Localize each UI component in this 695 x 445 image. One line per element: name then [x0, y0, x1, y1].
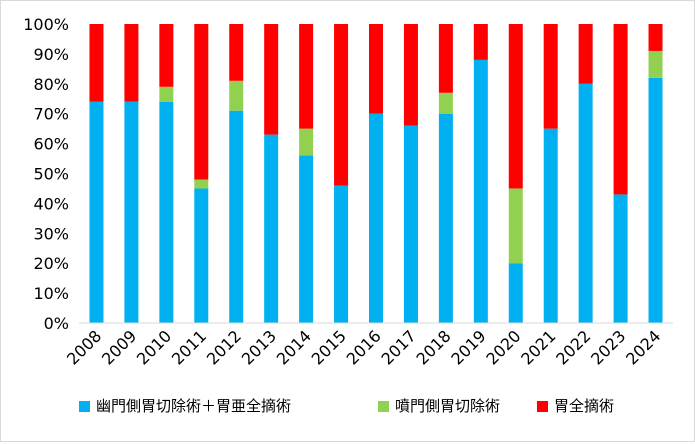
bar-segment-3-2014: [299, 24, 314, 129]
x-tick-label: 2017: [378, 326, 420, 368]
bar-segment-3-2010: [159, 24, 174, 87]
bar-segment-1-2011: [194, 188, 209, 323]
bar-segment-3-2013: [264, 24, 279, 135]
y-axis: 0% 10% 20% 30% 40% 50% 60% 70% 80% 90% 100%: [23, 15, 69, 333]
bar-segment-3-2008: [89, 24, 104, 102]
x-axis: 2008200920102011201220132014201520162017…: [63, 322, 673, 369]
bar-segment-1-2014: [299, 155, 314, 323]
legend-label-3: 胃全摘術: [554, 397, 614, 415]
x-tick-label: 2024: [622, 326, 664, 368]
bar-segment-3-2018: [438, 24, 453, 93]
bar-segment-1-2008: [89, 101, 104, 324]
bar-segment-1-2016: [369, 113, 383, 323]
y-tick-label: 70%: [33, 105, 69, 124]
bar-segment-2-2024: [648, 50, 663, 78]
x-tick-label: 2018: [412, 326, 454, 368]
bar-segment-3-2015: [334, 24, 349, 186]
bar-segment-2-2011: [194, 179, 209, 189]
y-tick-label: 80%: [33, 75, 69, 94]
bar-segment-1-2020: [508, 263, 523, 323]
bar-segment-2-2020: [508, 188, 523, 264]
bar-segment-2-2018: [438, 92, 453, 114]
x-tick-label: 2021: [517, 326, 559, 368]
bar-segment-1-2013: [264, 134, 279, 323]
x-tick-label: 2011: [168, 326, 210, 368]
legend: 幽門側胃切除術＋胃亜全摘術 噴門側胃切除術 胃全摘術: [79, 397, 614, 415]
bars: [89, 24, 663, 324]
bar-segment-1-2017: [403, 125, 418, 323]
x-tick-label: 2023: [587, 326, 629, 368]
bar-segment-1-2023: [613, 194, 628, 323]
bar-segment-2-2012: [229, 80, 244, 111]
y-tick-label: 60%: [33, 135, 69, 154]
bar-segment-3-2024: [648, 24, 663, 51]
x-tick-label: 2016: [343, 326, 385, 368]
bar-segment-1-2022: [578, 83, 593, 323]
y-tick-label: 20%: [33, 254, 69, 273]
bar-segment-3-2012: [229, 24, 244, 81]
bar-segment-3-2021: [543, 24, 558, 129]
bar-segment-3-2011: [194, 24, 209, 180]
legend-label-1: 幽門側胃切除術＋胃亜全摘術: [96, 397, 291, 415]
x-tick-label: 2013: [238, 326, 280, 368]
bar-segment-1-2010: [159, 101, 174, 324]
x-tick-label: 2014: [273, 326, 315, 368]
x-tick-label: 2019: [447, 326, 489, 368]
bar-segment-3-2022: [578, 24, 593, 84]
y-tick-label: 90%: [33, 45, 69, 64]
x-tick-label: 2008: [63, 326, 105, 368]
x-tick-label: 2015: [308, 326, 350, 368]
y-tick-label: 100%: [23, 15, 69, 34]
x-tick-label: 2022: [552, 326, 594, 368]
bar-segment-3-2009: [124, 24, 139, 102]
x-tick-label: 2012: [203, 326, 245, 368]
bar-segment-1-2015: [334, 185, 349, 323]
bar-segment-3-2020: [508, 24, 523, 189]
bar-segment-1-2021: [543, 128, 558, 323]
x-tick-label: 2010: [133, 326, 175, 368]
legend-label-2: 噴門側胃切除術: [395, 397, 500, 415]
bar-segment-1-2012: [229, 110, 244, 324]
bar-segment-1-2009: [124, 101, 139, 324]
bar-segment-1-2024: [648, 77, 663, 323]
bar-segment-3-2023: [613, 24, 628, 195]
x-tick-label: 2009: [98, 326, 140, 368]
y-tick-label: 30%: [33, 224, 69, 243]
legend-swatch-3: [537, 401, 548, 412]
bar-segment-1-2018: [438, 113, 453, 323]
bar-segment-2-2010: [159, 86, 174, 102]
y-tick-label: 50%: [33, 165, 69, 184]
legend-swatch-2: [378, 401, 389, 412]
bar-segment-3-2019: [473, 24, 488, 60]
bar-segment-3-2017: [403, 24, 418, 126]
x-tick-label: 2020: [482, 326, 524, 368]
y-tick-label: 10%: [33, 284, 69, 303]
bar-segment-3-2016: [369, 24, 383, 114]
bar-segment-2-2014: [299, 128, 314, 156]
y-tick-label: 40%: [33, 194, 69, 213]
y-tick-label: 0%: [44, 314, 69, 333]
legend-swatch-1: [79, 401, 90, 412]
bar-segment-1-2019: [473, 59, 488, 323]
